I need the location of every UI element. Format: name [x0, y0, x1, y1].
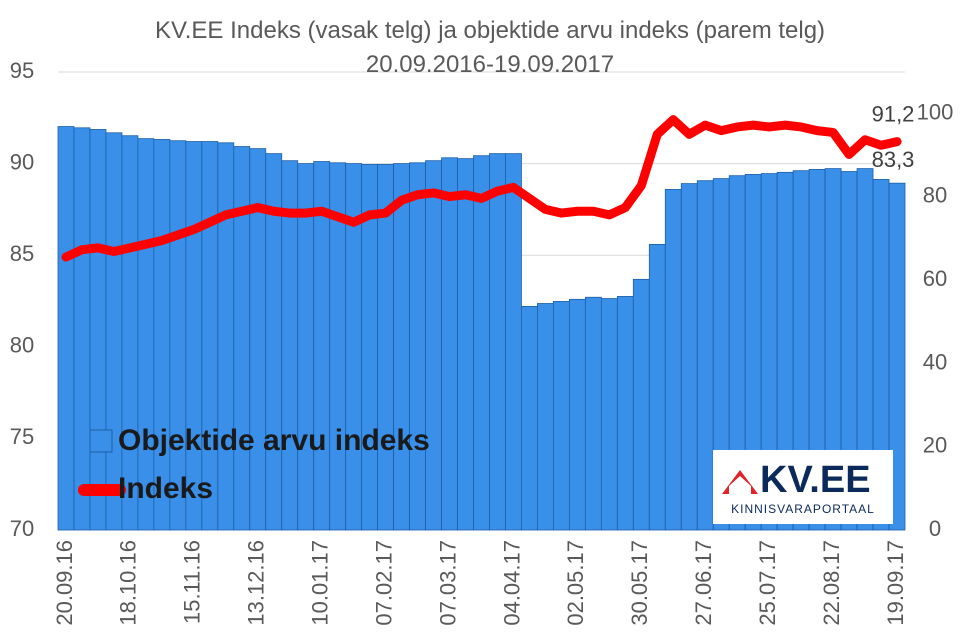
- bar: [89, 129, 107, 531]
- x-tick-label: 13.12.16: [244, 540, 269, 626]
- y2-tick-label: 20: [923, 433, 947, 458]
- logo-name: KV.EE: [760, 459, 871, 501]
- x-tick-label: 20.09.16: [52, 540, 77, 626]
- bar: [425, 160, 442, 531]
- y2-tick-label: 0: [929, 516, 941, 541]
- x-tick-label: 19.09.17: [883, 540, 908, 626]
- y-tick-label: 85: [10, 241, 34, 266]
- bar: [489, 153, 506, 531]
- bar: [233, 146, 251, 531]
- bar: [105, 132, 123, 531]
- legend-label: Indeks: [118, 472, 213, 505]
- bar: [888, 182, 906, 531]
- y2-tick-label: 60: [923, 266, 947, 291]
- value-label: 91,2: [872, 101, 915, 126]
- bar: [616, 296, 634, 531]
- bar: [57, 126, 75, 531]
- bar: [568, 298, 586, 531]
- bar: [441, 157, 458, 531]
- bar: [696, 180, 714, 531]
- y-tick-label: 70: [10, 516, 34, 541]
- logo-house: [722, 470, 758, 494]
- x-tick-label: 07.02.17: [371, 540, 396, 626]
- x-tick-label: 18.10.16: [116, 540, 141, 626]
- bar: [505, 153, 522, 531]
- x-tick-label: 15.11.16: [180, 540, 205, 624]
- x-tick-label: 22.08.17: [819, 540, 844, 626]
- bar: [648, 243, 666, 531]
- x-tick-label: 25.07.17: [755, 540, 780, 626]
- x-tick-label: 27.06.17: [691, 540, 716, 626]
- bar: [521, 306, 538, 531]
- bar: [409, 162, 426, 531]
- bar: [680, 183, 698, 531]
- bar: [584, 296, 602, 531]
- x-tick-label: 07.03.17: [435, 540, 460, 626]
- logo-box: [713, 450, 893, 524]
- bar: [393, 163, 410, 531]
- x-tick-label: 02.05.17: [563, 540, 588, 626]
- y2-tick-label: 80: [923, 183, 947, 208]
- bar: [377, 164, 395, 531]
- legend-label: Objektide arvu indeks: [118, 424, 430, 457]
- y2-tick-label: 100: [917, 99, 954, 124]
- bar: [473, 155, 490, 531]
- y-tick-label: 95: [10, 58, 34, 83]
- bar: [553, 301, 570, 531]
- bar: [121, 135, 139, 531]
- y-tick-label: 80: [10, 333, 34, 358]
- bar: [537, 303, 554, 531]
- bar: [632, 278, 650, 531]
- bar: [297, 163, 315, 531]
- bar: [457, 158, 474, 531]
- chart-title: KV.EE Indeks (vasak telg) ja objektide a…: [154, 17, 826, 78]
- bar: [664, 189, 682, 531]
- bar: [73, 127, 91, 531]
- value-label: 83,3: [872, 147, 915, 172]
- bar: [600, 298, 618, 531]
- x-tick-label: 30.05.17: [627, 540, 652, 626]
- y2-tick-label: 40: [923, 349, 947, 374]
- y-tick-label: 75: [10, 424, 34, 449]
- bar: [217, 142, 235, 531]
- logo-tagline: KINNISVARAPORTAAL: [731, 502, 875, 516]
- line: [61, 115, 902, 262]
- logo: KV.EE KINNISVARAPORTAAL: [713, 450, 893, 524]
- x-tick-label: 04.04.17: [499, 540, 524, 626]
- y-tick-label: 90: [10, 149, 34, 174]
- x-tick-label: 10.01.17: [308, 540, 333, 626]
- legend-swatch: [89, 429, 113, 453]
